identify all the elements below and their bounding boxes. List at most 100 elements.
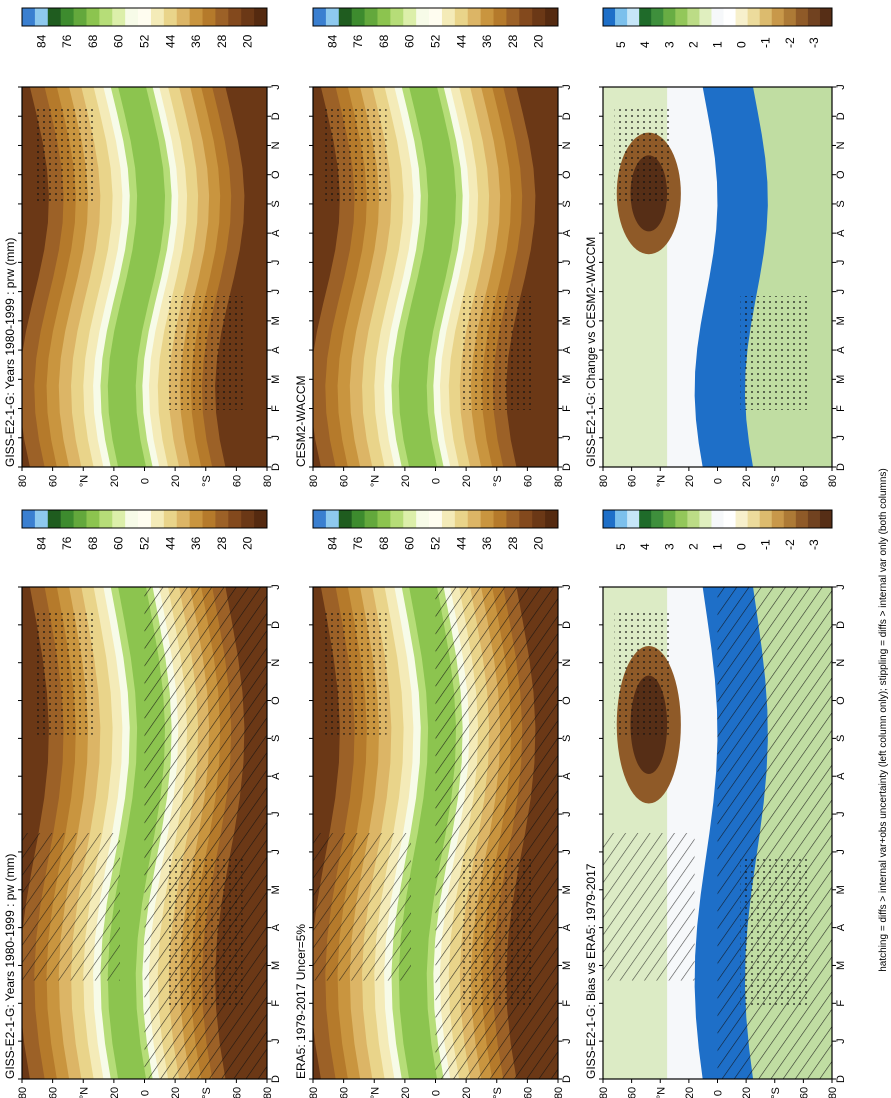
- month-label: M: [270, 885, 282, 894]
- colorbar-swatch: [254, 510, 268, 528]
- month-label: N: [835, 659, 847, 667]
- colorbar-swatch: [441, 510, 456, 528]
- lat-label: 20: [109, 475, 121, 487]
- month-label: M: [270, 316, 282, 325]
- month-label: A: [561, 923, 573, 931]
- colorbar-swatch: [228, 510, 242, 528]
- lat-label: 0: [431, 478, 443, 484]
- colorbar-swatch: [99, 8, 113, 26]
- hatching-overlay: [435, 587, 558, 1079]
- month-label: N: [270, 659, 282, 667]
- panel-field: [313, 587, 558, 1079]
- lat-label: 60: [48, 475, 60, 487]
- month-label: F: [270, 1000, 282, 1007]
- colorbar-label: 36: [480, 34, 494, 48]
- month-label: J: [835, 84, 847, 90]
- colorbar-swatch: [86, 8, 100, 26]
- colorbar-swatch: [480, 510, 495, 528]
- colorbar-swatch: [639, 8, 652, 26]
- month-label: J: [270, 435, 282, 441]
- colorbar-label: 0: [735, 41, 749, 48]
- month-label: O: [561, 170, 573, 179]
- month-label: M: [561, 961, 573, 970]
- lat-label: 80: [553, 475, 565, 487]
- month-label: J: [561, 849, 573, 855]
- colorbar-label: 20: [241, 536, 255, 550]
- month-label: F: [835, 405, 847, 412]
- colorbar-label: -3: [807, 539, 821, 550]
- colorbar-swatch: [390, 8, 404, 26]
- colorbar-swatch: [699, 8, 712, 26]
- month-label: J: [561, 811, 573, 817]
- colorbar-swatch: [313, 510, 327, 528]
- colorbar-label: 84: [325, 536, 339, 550]
- lat-label: 0: [713, 478, 725, 484]
- colorbar-label: 1: [711, 41, 725, 48]
- colorbar-swatch: [747, 510, 761, 528]
- month-label: S: [835, 735, 847, 742]
- colorbar-swatch: [241, 510, 255, 528]
- month-label: J: [270, 584, 282, 590]
- colorbar-swatch: [807, 510, 821, 528]
- lat-label: 60: [231, 475, 243, 487]
- colorbar-swatch: [176, 510, 191, 528]
- colorbar-swatch: [176, 8, 191, 26]
- month-label: A: [835, 229, 847, 237]
- colorbar-swatch: [454, 8, 469, 26]
- panels-layer: D J F M A M J J A S O N D J 80 60 °N 20 0 20 °S 60 80 GISS-E2-1…: [3, 84, 847, 1098]
- month-label: S: [270, 735, 282, 742]
- month-label: A: [835, 346, 847, 354]
- colorbar-swatch: [771, 8, 785, 26]
- colorbar-label: 5: [614, 41, 628, 48]
- panel-field: [603, 87, 832, 467]
- colorbar-swatch: [325, 510, 340, 528]
- month-label: F: [561, 1000, 573, 1007]
- colorbar-label: 20: [532, 34, 546, 48]
- panel-field: [313, 87, 558, 467]
- month-label: D: [835, 463, 847, 471]
- month-label: A: [835, 923, 847, 931]
- colorbar-swatch: [189, 510, 204, 528]
- month-label: N: [835, 141, 847, 149]
- lat-label: 0: [140, 1090, 152, 1096]
- lat-label: °N: [655, 475, 667, 487]
- lat-label: 60: [798, 1087, 810, 1098]
- month-label: M: [835, 961, 847, 970]
- colorbar-swatch: [675, 8, 688, 26]
- colorbar-swatch: [467, 510, 482, 528]
- month-label: D: [270, 1075, 282, 1083]
- colorbar-label: 68: [377, 34, 391, 48]
- lat-label: 80: [17, 1087, 29, 1098]
- colorbar-swatch: [22, 510, 36, 528]
- colorbar-swatch: [390, 510, 404, 528]
- colorbar-swatch: [519, 8, 533, 26]
- lat-label: 60: [231, 1087, 243, 1098]
- lat-label: 80: [17, 475, 29, 487]
- colorbar-frame: [21, 509, 268, 529]
- colorbar-label: 52: [429, 34, 443, 48]
- colorbar-frame: [602, 509, 833, 529]
- colorbar-swatch: [735, 510, 749, 528]
- month-label: J: [561, 435, 573, 441]
- lat-label: 20: [461, 475, 473, 487]
- month-label: F: [561, 405, 573, 412]
- colorbar-label: 2: [686, 41, 700, 48]
- panel-title: GISS-E2-1-G: Change vs CESM2-WACCM: [584, 237, 598, 467]
- stippling-overlay-2: [740, 296, 810, 410]
- lat-label: 80: [308, 475, 320, 487]
- colorbar-swatch: [364, 510, 378, 528]
- lat-label: 20: [461, 1087, 473, 1098]
- stippling-overlay-2: [740, 857, 810, 1006]
- lat-label: 80: [827, 475, 839, 487]
- colorbar-4: 84 76 68 60 52 44 36 28 20: [21, 509, 268, 550]
- month-label: O: [270, 696, 282, 705]
- colorbar-label: 20: [532, 536, 546, 550]
- hatching-overlay-2: [313, 833, 411, 981]
- month-label: N: [561, 659, 573, 667]
- colorbar-swatch: [351, 510, 366, 528]
- colorbar-swatch: [675, 510, 688, 528]
- stippling-overlay-2: [460, 857, 534, 1006]
- lat-label: °S: [492, 475, 504, 487]
- colorbar-swatch: [429, 8, 443, 26]
- colorbar-swatch: [403, 8, 417, 26]
